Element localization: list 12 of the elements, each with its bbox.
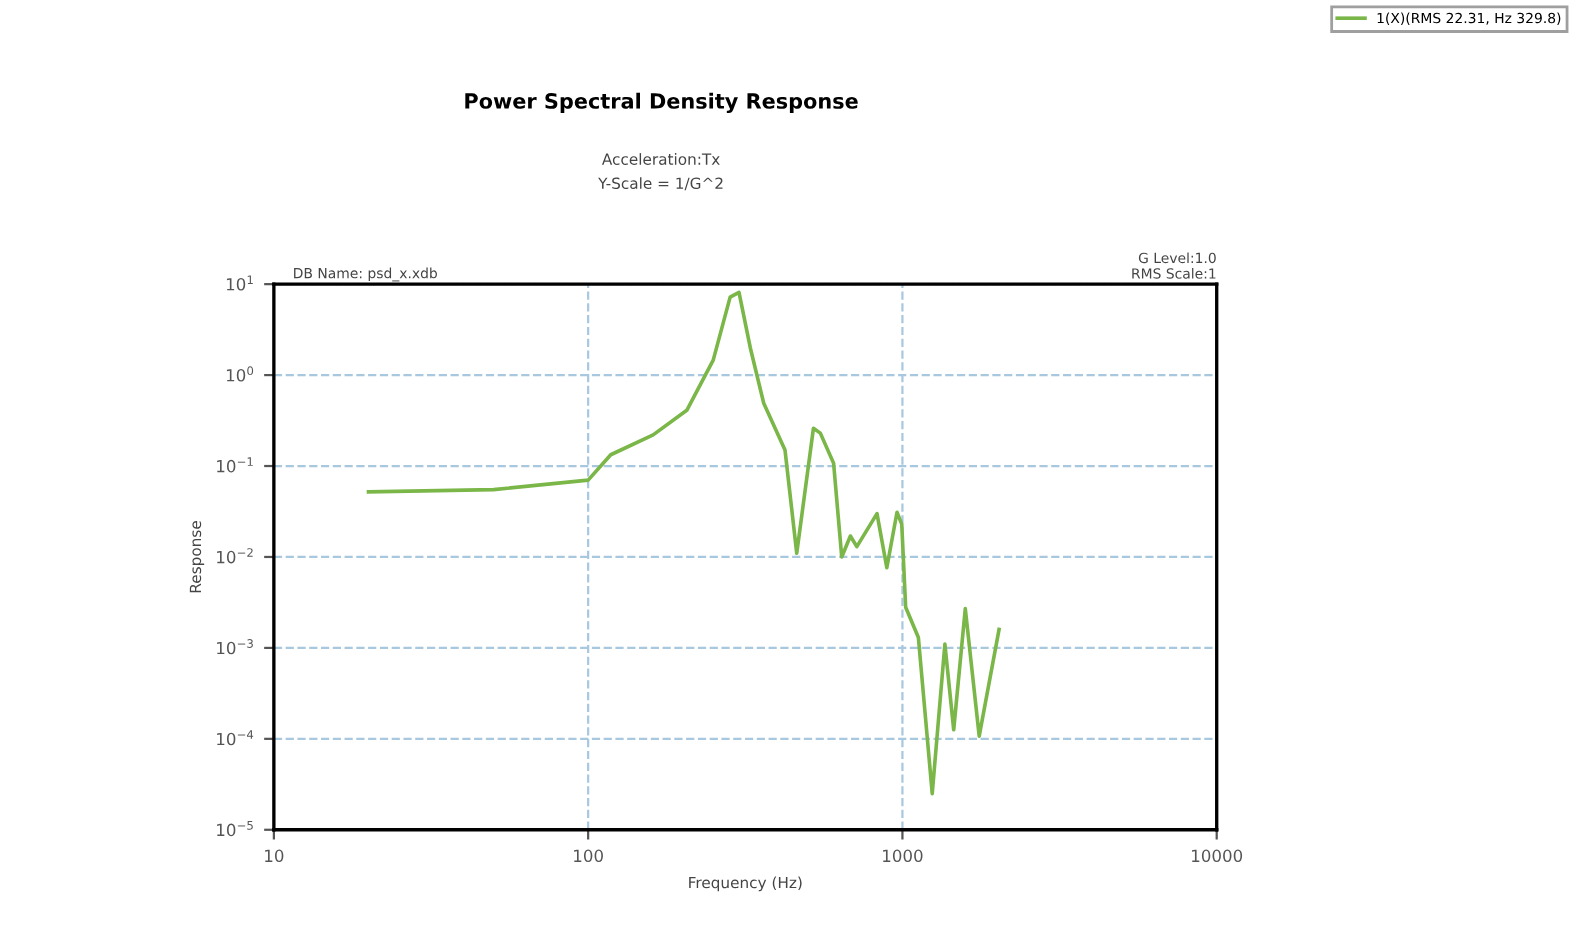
x-tick-label: 10000 [1192,849,1243,863]
chart-title: Power Spectral Density Response [465,92,858,114]
y-tick-label: 10$^{−1}$ [217,457,253,473]
y-tick-label: 10$^{1}$ [226,275,253,291]
y-tick-label: 10$^{0}$ [226,366,254,382]
x-tick-label: 1000 [883,849,923,863]
y-tick-label: 10$^{−2}$ [217,548,253,564]
x-tick-label: 10 [265,849,284,863]
x-tick-label: 100 [574,849,603,863]
y-tick-label: 10$^{−5}$ [217,821,253,837]
y-tick-label: 10$^{−3}$ [217,639,253,655]
y-tick-label: 10$^{−4}$ [217,730,254,746]
